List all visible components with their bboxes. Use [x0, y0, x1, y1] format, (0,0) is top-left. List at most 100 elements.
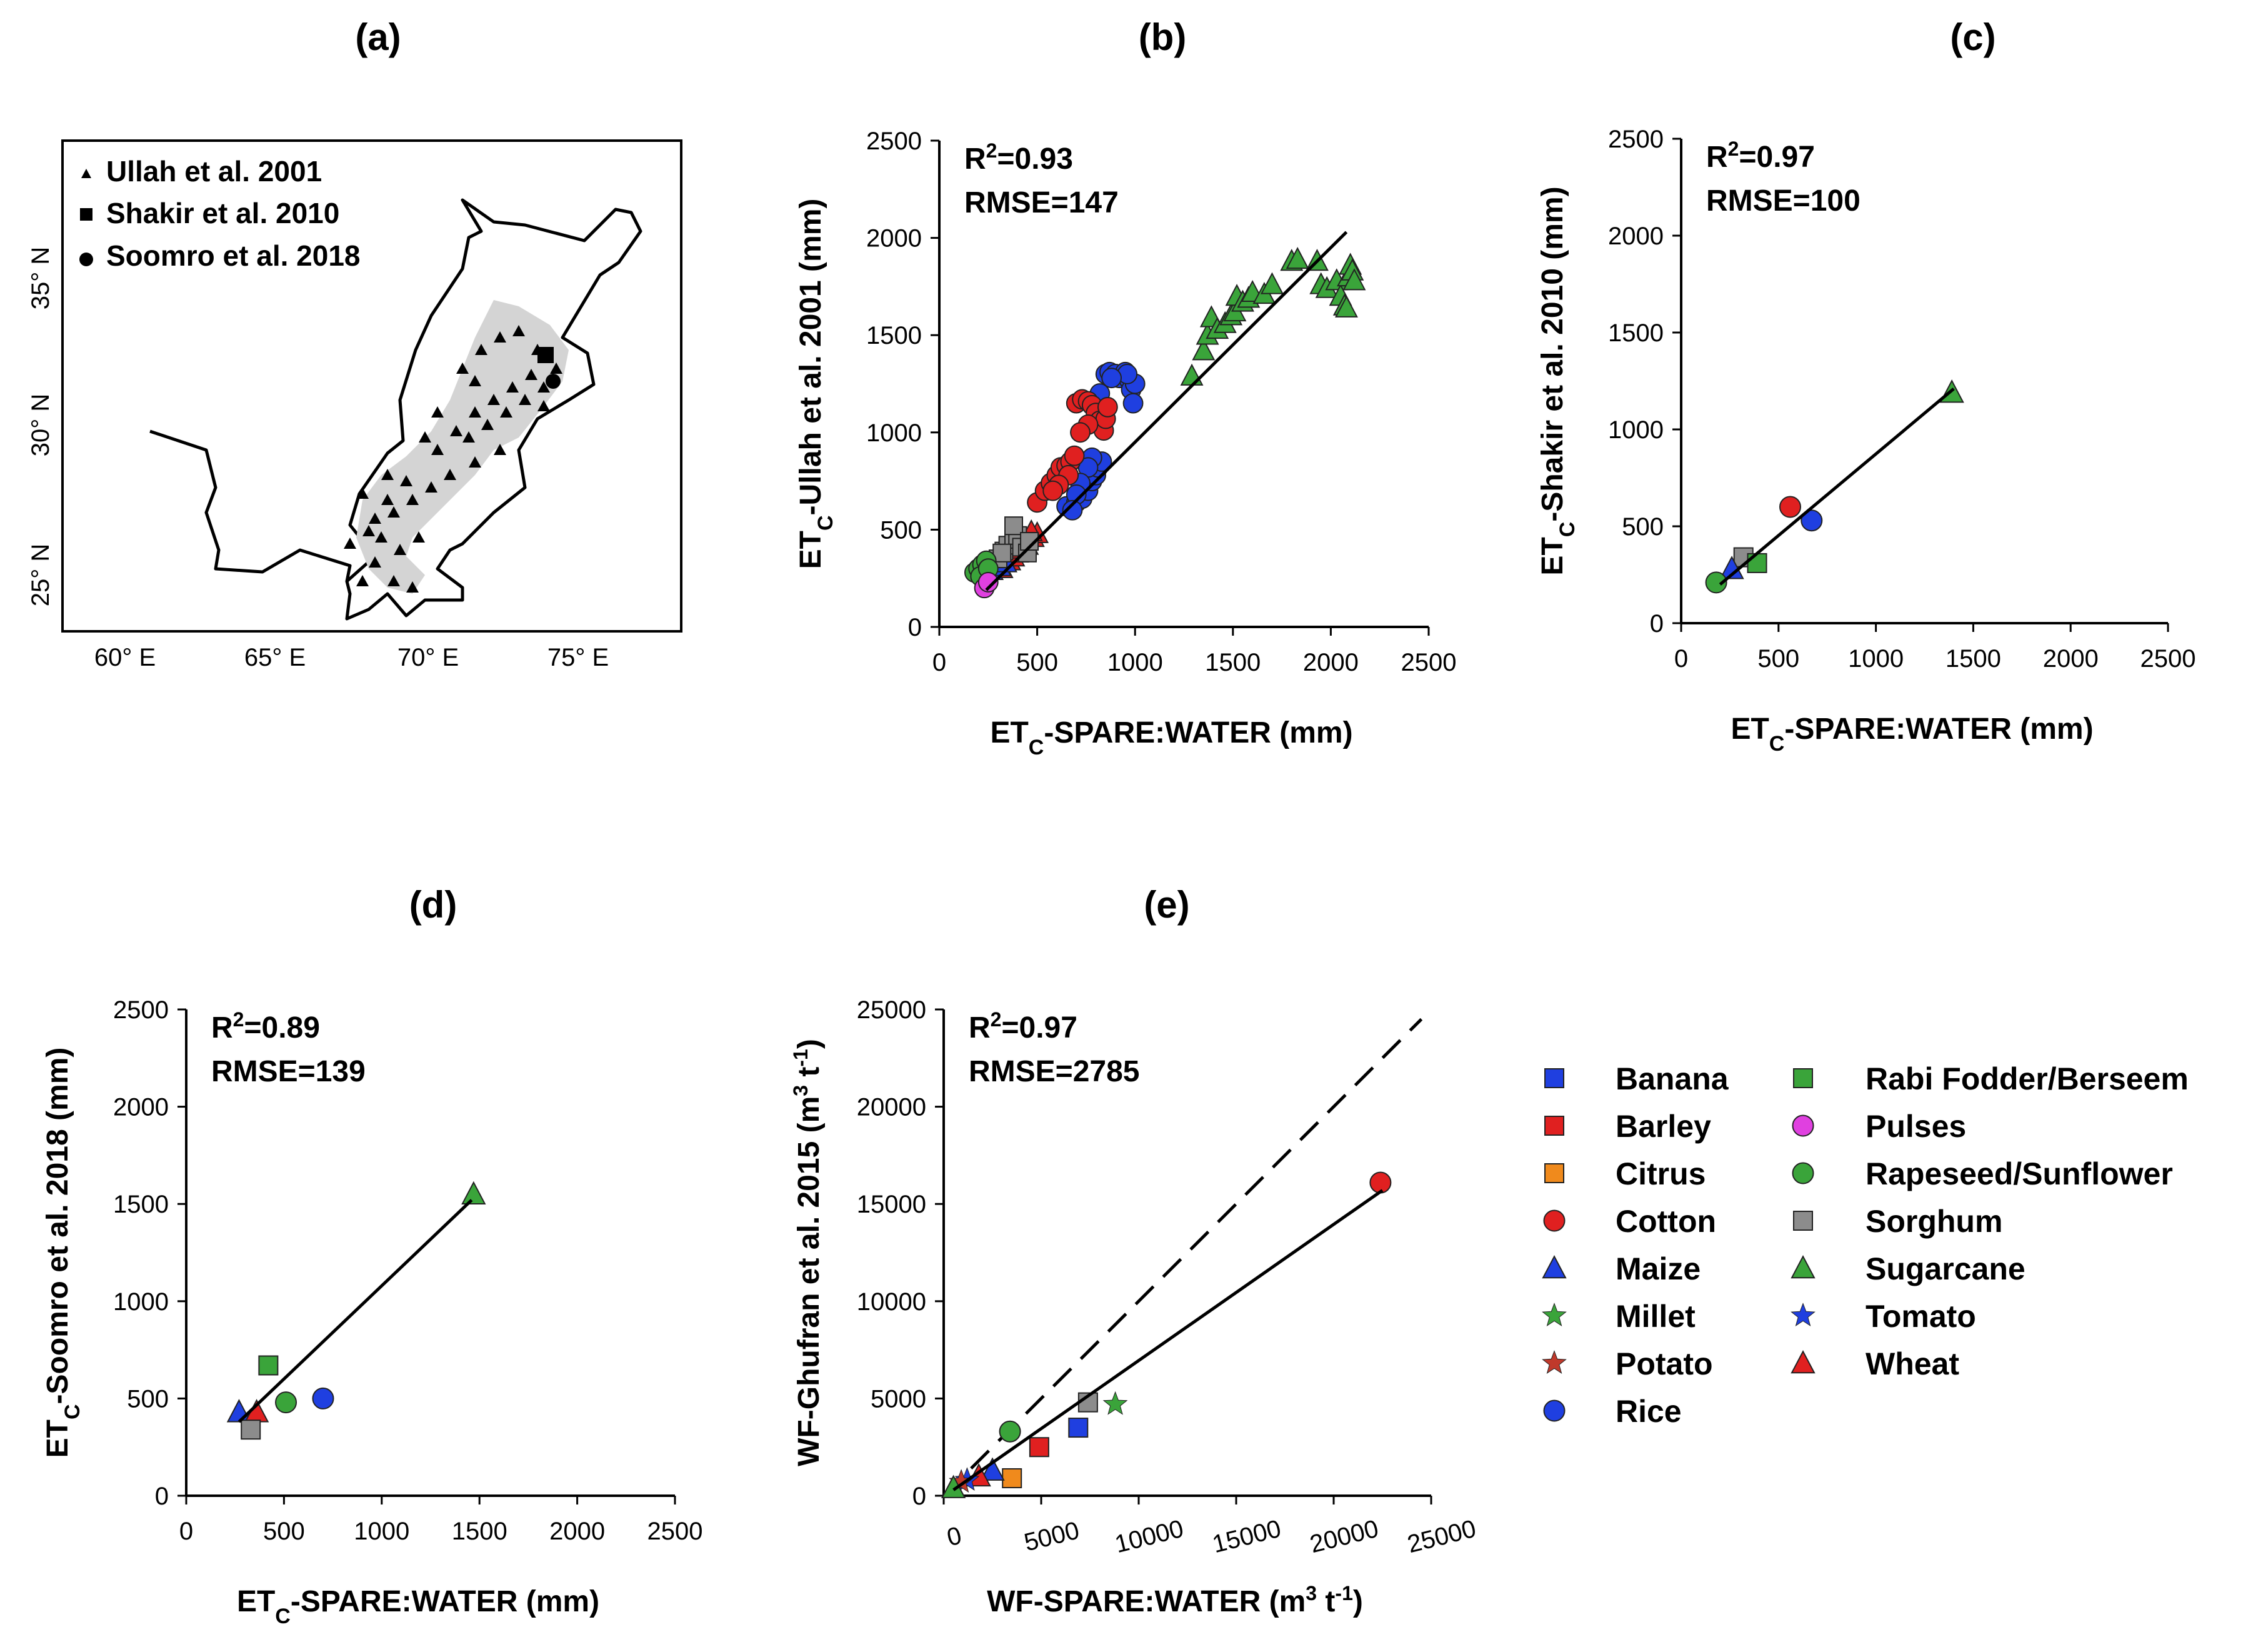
r2-value: R2=0.93 [964, 139, 1073, 176]
triangle-icon [419, 431, 431, 443]
triangle-icon [475, 344, 487, 355]
x-tick-label: 1000 [1107, 649, 1163, 676]
panel-label-c: (c) [1950, 16, 1996, 58]
triangle-icon [537, 400, 550, 411]
map-panel: Ullah et al. 2001 Shakir et al. 2010 Soo… [27, 139, 682, 671]
y-axis-title: ETC-Shakir et al. 2010 (mm) [1536, 186, 1579, 575]
data-point-cotton [1070, 422, 1091, 443]
triangle-icon [381, 494, 394, 505]
x-axis-title: ETC-SPARE:WATER (mm) [990, 716, 1352, 759]
data-point-rice [1801, 509, 1823, 532]
x-tick-label: 25000 [1405, 1515, 1479, 1559]
data-point-citrus [1002, 1468, 1022, 1488]
circle-icon [79, 253, 93, 266]
legend-marker-sorghum [1793, 1211, 1813, 1231]
data-point-rabi-fodder-berseem [258, 1355, 279, 1376]
map-x-tick-75: 75° E [547, 644, 609, 671]
data-point-cotton [1369, 1171, 1392, 1194]
y-tick-label: 15000 [857, 1191, 926, 1218]
triangle-icon [387, 575, 400, 586]
data-point-sugarcane [1335, 295, 1358, 318]
triangle-icon [512, 325, 525, 336]
legend-label-wheat: Wheat [1866, 1346, 1959, 1381]
data-point-cotton [1779, 496, 1801, 518]
y-tick-label: 20000 [857, 1094, 926, 1121]
legend-marker-rapeseed-sunflower [1792, 1162, 1814, 1184]
y-tick-label: 2500 [1608, 126, 1664, 153]
legend-marker-potato [1542, 1350, 1567, 1374]
data-point-sorghum [241, 1419, 261, 1440]
triangle-icon [369, 556, 381, 568]
legend-label-pulses: Pulses [1866, 1109, 1966, 1144]
y-axis-title: ETC-Soomro et al. 2018 (mm) [41, 1048, 84, 1458]
data-point-maize [1719, 556, 1744, 579]
chart-b: 0 500 1000 1500 2000 2500 0 500 1000 1500 2000 2500… [794, 128, 1456, 759]
data-point-rice [312, 1387, 334, 1409]
legend-label-banana: Banana [1616, 1061, 1729, 1096]
triangle-icon [406, 581, 419, 593]
y-tick-label: 0 [908, 614, 922, 641]
data-point-sugarcane [1180, 363, 1204, 386]
triangle-icon [456, 363, 469, 374]
x-tick-label: 2500 [647, 1518, 703, 1545]
square-icon [80, 208, 92, 221]
triangle-icon [500, 406, 512, 418]
x-tick-label: 1500 [452, 1518, 507, 1545]
triangle-icon [444, 469, 456, 480]
r2-value: R2=0.89 [211, 1008, 320, 1044]
triangle-icon [375, 531, 387, 543]
y-tick-label: 5000 [871, 1385, 926, 1413]
triangle-icon [506, 381, 519, 393]
x-tick-label: 5000 [1021, 1516, 1082, 1556]
chart-e: 0 5000 10000 15000 20000 25000 0 5000 10000 15000… [789, 996, 1479, 1618]
x-tick-label: 500 [1016, 649, 1058, 676]
data-point-sugarcane [1342, 268, 1366, 291]
y-tick-label: 2000 [1608, 223, 1664, 250]
triangle-icon [406, 494, 419, 505]
data-point-rapeseed-sunflower [999, 1420, 1021, 1443]
x-tick-label: 500 [263, 1518, 305, 1545]
legend-label-maize: Maize [1616, 1251, 1701, 1286]
legend-label-citrus: Citrus [1616, 1156, 1706, 1191]
legend-marker-maize [1542, 1254, 1567, 1279]
legend-marker-barley [1544, 1116, 1564, 1136]
y-tick-label: 2500 [866, 128, 922, 155]
rmse-value: RMSE=2785 [969, 1055, 1140, 1088]
y-tick-label: 500 [1622, 513, 1664, 541]
map-y-tick-35: 35° N [27, 247, 54, 310]
triangle-icon [344, 538, 356, 549]
r2-value: R2=0.97 [1706, 138, 1815, 174]
data-point-cotton [1042, 480, 1064, 501]
triangle-icon [356, 488, 369, 499]
legend-marker-sugarcane [1791, 1254, 1816, 1279]
x-tick-label: 0 [1674, 645, 1688, 673]
legend-marker-rabi-fodder-berseem [1793, 1068, 1813, 1088]
y-tick-label: 1500 [866, 322, 922, 349]
legend-marker-tomato [1791, 1303, 1816, 1326]
data-point-banana [1068, 1418, 1089, 1438]
legend-marker-pulses [1792, 1114, 1814, 1137]
y-tick-label: 25000 [857, 996, 926, 1024]
legend-marker-millet [1542, 1303, 1567, 1326]
data-point-cotton [1064, 445, 1085, 466]
y-tick-label: 1000 [113, 1288, 169, 1316]
triangle-icon [425, 481, 437, 493]
map-x-tick-70: 70° E [397, 644, 459, 671]
legend-label-cotton: Cotton [1616, 1204, 1716, 1239]
x-tick-label: 1000 [354, 1518, 409, 1545]
x-tick-label: 0 [932, 649, 946, 676]
triangle-icon [450, 425, 462, 436]
triangle-icon [469, 406, 481, 418]
shakir-site-marker [537, 347, 554, 363]
irrigated-area [356, 300, 569, 594]
y-tick-label: 2500 [113, 996, 169, 1024]
triangle-icon [525, 369, 537, 380]
legend-label-potato: Potato [1616, 1346, 1713, 1381]
x-tick-label: 2000 [2043, 645, 2099, 673]
map-legend-soomro: Soomro et al. 2018 [106, 239, 361, 272]
x-tick-label: 2000 [549, 1518, 605, 1545]
data-point-rabi-fodder-berseem [1747, 553, 1767, 573]
triangle-icon [394, 544, 406, 555]
rmse-value: RMSE=147 [964, 186, 1119, 219]
triangle-icon [469, 456, 481, 468]
